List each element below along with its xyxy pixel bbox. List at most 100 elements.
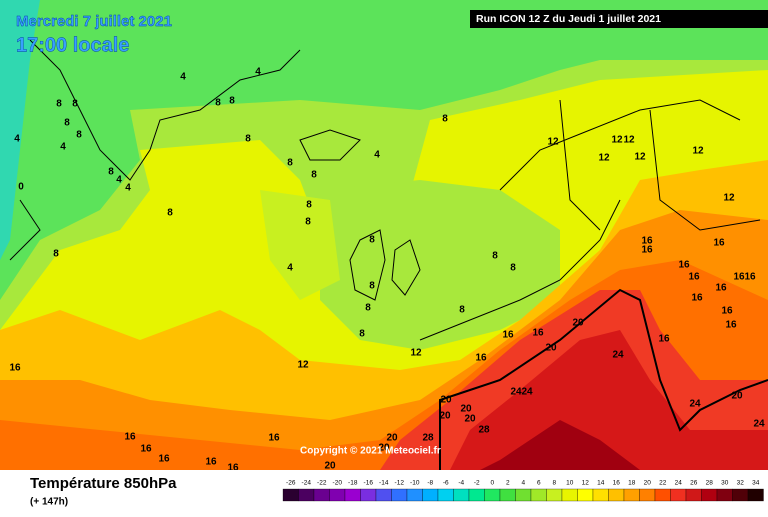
isotherm-label: 16 bbox=[744, 272, 756, 283]
legend-tick: -24 bbox=[302, 480, 312, 487]
isotherm-label: 4 bbox=[287, 263, 293, 274]
coastlines bbox=[9, 39, 768, 470]
legend-swatch bbox=[701, 488, 718, 502]
isotherm-label: 8 bbox=[287, 158, 293, 169]
isotherm-label: 28 bbox=[422, 433, 434, 444]
isotherm-label: 16 bbox=[227, 463, 239, 474]
legend-tick: 18 bbox=[628, 480, 636, 487]
isotherm-label: 4 bbox=[125, 183, 131, 194]
isotherm-label: 20 bbox=[378, 443, 390, 454]
run-label: Run ICON 12 Z du Jeudi 1 juillet 2021 bbox=[476, 13, 661, 25]
legend-tick: -26 bbox=[286, 480, 296, 487]
isotherm-label: 4 bbox=[60, 142, 66, 153]
isotherm-label: 20 bbox=[386, 433, 398, 444]
isotherm-label: 16 bbox=[725, 320, 737, 331]
isotherm-label: 12 bbox=[410, 348, 422, 359]
isotherm-label: 16 bbox=[688, 272, 700, 283]
isotherm-label: 16 bbox=[733, 272, 745, 283]
legend-swatch bbox=[561, 488, 578, 502]
legend-tick: -20 bbox=[333, 480, 343, 487]
isotherm-label: 20 bbox=[464, 414, 476, 425]
legend-tick: -10 bbox=[410, 480, 420, 487]
legend-swatch bbox=[468, 488, 485, 502]
isotherm-label: 16 bbox=[475, 353, 487, 364]
isotherm-label: 16 bbox=[721, 306, 733, 317]
isotherm-label: 24 bbox=[689, 399, 701, 410]
isotherm-label: 24 bbox=[753, 419, 765, 430]
isotherm-label: 24 bbox=[510, 387, 522, 398]
legend-swatch bbox=[453, 488, 470, 502]
isotherm-label: 8 bbox=[76, 130, 82, 141]
isotherm-label: 12 bbox=[692, 146, 704, 157]
legend-tick: -4 bbox=[458, 480, 464, 487]
legend-swatch bbox=[592, 488, 609, 502]
isotherm-label: 8 bbox=[510, 263, 516, 274]
isotherm-label: 16 bbox=[268, 433, 280, 444]
legend-swatch bbox=[530, 488, 547, 502]
isotherm-label: 8 bbox=[56, 99, 62, 110]
isotherm-label: 8 bbox=[365, 303, 371, 314]
isotherm-label: 20 bbox=[439, 411, 451, 422]
legend-swatch bbox=[577, 488, 594, 502]
isotherm-label: 8 bbox=[359, 329, 365, 340]
legend-tick: 2 bbox=[506, 480, 510, 487]
isotherm-label: 4 bbox=[255, 67, 261, 78]
legend-swatch bbox=[546, 488, 563, 502]
isotherm-label: 16 bbox=[641, 245, 653, 256]
isotherm-label: 8 bbox=[305, 217, 311, 228]
isotherm-label: 8 bbox=[64, 118, 70, 129]
legend-tick: 14 bbox=[597, 480, 605, 487]
isotherm-label: 16 bbox=[691, 293, 703, 304]
legend-tick: 12 bbox=[582, 480, 590, 487]
legend-swatch bbox=[499, 488, 516, 502]
isotherm-label: 20 bbox=[324, 461, 336, 472]
isotherm-label: 8 bbox=[229, 96, 235, 107]
isotherm-label: 16 bbox=[158, 454, 170, 465]
legend-tick: 0 bbox=[490, 480, 494, 487]
isotherm-label: 8 bbox=[167, 208, 173, 219]
legend-swatch bbox=[639, 488, 656, 502]
isotherm-label: 16 bbox=[713, 238, 725, 249]
isotherm-label: 8 bbox=[72, 99, 78, 110]
legend-swatch bbox=[375, 488, 392, 502]
time-label: 17:00 locale bbox=[16, 34, 129, 56]
isotherm-label: 8 bbox=[311, 170, 317, 181]
isotherm-label: 16 bbox=[205, 457, 217, 468]
legend-swatch bbox=[391, 488, 408, 502]
legend-tick: 20 bbox=[644, 480, 652, 487]
legend-swatch bbox=[608, 488, 625, 502]
isotherm-label: 8 bbox=[369, 235, 375, 246]
copyright: Copyright © 2021 Meteociel.fr bbox=[300, 446, 441, 457]
isotherm-label: 4 bbox=[14, 134, 20, 145]
isotherm-label: 24 bbox=[612, 350, 624, 361]
legend-swatch bbox=[716, 488, 733, 502]
isotherm-label: 12 bbox=[611, 135, 623, 146]
legend-swatch bbox=[654, 488, 671, 502]
legend-swatch bbox=[484, 488, 501, 502]
isotherm-label: 8 bbox=[492, 251, 498, 262]
isotherm-label: 8 bbox=[369, 281, 375, 292]
isotherm-label: 16 bbox=[124, 432, 136, 443]
isotherm-label: 12 bbox=[297, 360, 309, 371]
isotherm-label: 28 bbox=[478, 425, 490, 436]
legend-tick: -18 bbox=[348, 480, 358, 487]
isotherm-label: 16 bbox=[140, 444, 152, 455]
isotherm-label: 20 bbox=[545, 343, 557, 354]
isotherm-label: 8 bbox=[306, 200, 312, 211]
legend-tick: 26 bbox=[690, 480, 698, 487]
isotherm-label: 8 bbox=[215, 98, 221, 109]
legend-swatch bbox=[282, 488, 299, 502]
footer-title: Température 850hPa bbox=[30, 475, 177, 492]
legend-tick: 4 bbox=[521, 480, 525, 487]
date-label: Mercredi 7 juillet 2021 bbox=[16, 13, 172, 30]
isotherm-label: 4 bbox=[374, 150, 380, 161]
run-box bbox=[470, 10, 768, 28]
color-legend: -26 -24 -22 -20 -18 -16 -14 -12 -10 -8 -6 -4 -2 0 2 4 6 8… bbox=[282, 480, 764, 502]
isotherm-label: 8 bbox=[459, 305, 465, 316]
legend-swatch bbox=[329, 488, 346, 502]
legend-tick: 22 bbox=[659, 480, 667, 487]
isotherm-label: 16 bbox=[658, 334, 670, 345]
isotherm-label: 16 bbox=[678, 260, 690, 271]
